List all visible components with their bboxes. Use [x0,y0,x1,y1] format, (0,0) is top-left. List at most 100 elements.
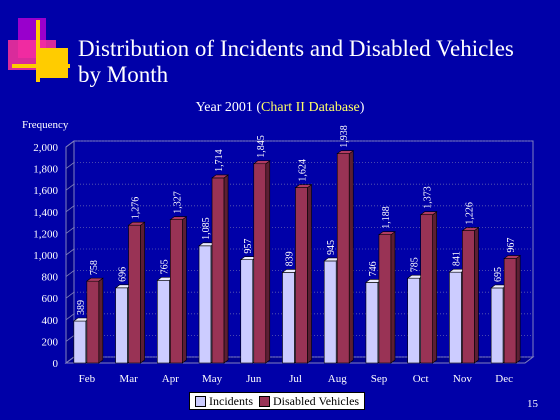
x-tick-label: Jul [289,373,302,385]
chart-legend: Incidents Disabled Vehicles [189,392,366,410]
legend-item-disabled-vehicles: Disabled Vehicles [259,394,359,409]
bar-front [282,272,295,364]
y-tick-label: 1,000 [33,250,58,262]
data-label: 841 [451,251,462,266]
bar-front [211,177,225,364]
bar-front [128,224,141,364]
data-label: 389 [76,300,87,315]
y-gridline-side [65,291,75,299]
x-tick-label: Apr [162,373,179,385]
bar-side [223,174,229,364]
bar-side [307,184,312,364]
x-tick-label: Nov [453,373,472,385]
y-gridline-side [65,162,75,169]
bar-front [157,280,170,364]
bar-top [252,160,271,165]
legend-label-incidents: Incidents [209,393,253,408]
y-tick-label: 1,800 [33,164,58,176]
y-tick-label: 1,600 [33,185,58,197]
slide-title: Distribution of Incidents and Disabled V… [78,36,548,88]
y-tick-label: 2,000 [33,142,58,154]
bar-front [449,271,462,364]
bar-front [86,280,100,364]
data-label: 1,624 [298,159,309,182]
bar-front [407,277,420,364]
y-gridline-side [65,227,75,234]
data-label: 696 [118,267,129,282]
data-label: 957 [243,239,254,254]
bar-front [365,282,379,364]
bar-side [474,226,479,364]
x-tick-label: Sep [371,373,388,385]
bar-top [211,174,229,179]
data-label: 785 [410,257,421,272]
title-line-1: Distribution of Incidents and Disabled V… [78,36,514,61]
bar-top [378,231,396,235]
bar-side [182,216,187,364]
y-gridline-side [65,183,75,191]
y-gridline-side [65,140,75,148]
bar-top [503,255,522,259]
y-tick-label: 400 [42,315,59,327]
bar-front [336,153,350,364]
legend-item-incidents: Incidents [195,394,253,409]
title-line-2: by Month [78,62,169,87]
subtitle-suffix: ) [359,100,365,115]
bar-front [115,287,128,364]
data-label: 967 [506,238,517,253]
bar-side [98,277,104,364]
legend-swatch-disabled-vehicles [259,395,270,407]
bar-front [378,234,392,364]
data-label: 1,714 [214,149,225,172]
bar-top [461,227,480,231]
x-tick-label: Aug [328,373,347,385]
x-tick-label: Oct [413,373,429,385]
y-tick-label: 200 [42,336,59,348]
bar-front [420,214,433,364]
data-label: 695 [493,267,504,282]
y-tick-label: 1,400 [33,207,58,219]
bar-front [198,245,212,364]
color-squares-logo-icon [8,18,70,82]
bar-side [140,221,145,364]
data-label: 758 [89,260,100,275]
bar-front [323,260,337,364]
x-tick-label: Jun [246,373,262,385]
y-gridline-side [65,270,75,277]
data-label: 839 [285,251,296,266]
bar-side [390,231,396,364]
bar-side [265,160,271,364]
bar-front [295,187,308,364]
data-label: 1,188 [381,206,392,229]
x-tick-label: May [202,373,223,385]
chart-subtitle: Year 2001 (Chart II Database) [0,100,560,116]
bar-front [462,230,475,364]
subtitle-highlight: Chart II Database [261,100,360,115]
bar-side [515,254,521,364]
bar-front [73,320,87,364]
data-label: 1,276 [131,197,142,220]
bar-side [348,150,354,364]
y-tick-label: 600 [42,293,59,305]
data-label: 945 [326,240,337,255]
x-tick-label: Mar [119,373,138,385]
y-gridline-side [65,335,75,342]
y-gridline-side [65,205,75,213]
data-label: 1,938 [339,125,350,148]
bar-front [170,219,183,364]
page-number: 15 [527,398,538,410]
bar-top [419,211,438,216]
bar-top [336,150,355,154]
bar-front [490,287,504,364]
legend-swatch-incidents [195,395,206,407]
y-axis-label: Frequency [22,119,69,131]
data-label: 1,373 [423,186,434,209]
y-gridline-side [65,313,75,321]
y-tick-label: 1,200 [33,228,58,240]
y-tick-label: 800 [42,272,59,284]
bar-side [432,211,437,364]
bar-front [503,258,517,364]
bar-front [240,259,254,364]
bar-top [294,184,313,188]
